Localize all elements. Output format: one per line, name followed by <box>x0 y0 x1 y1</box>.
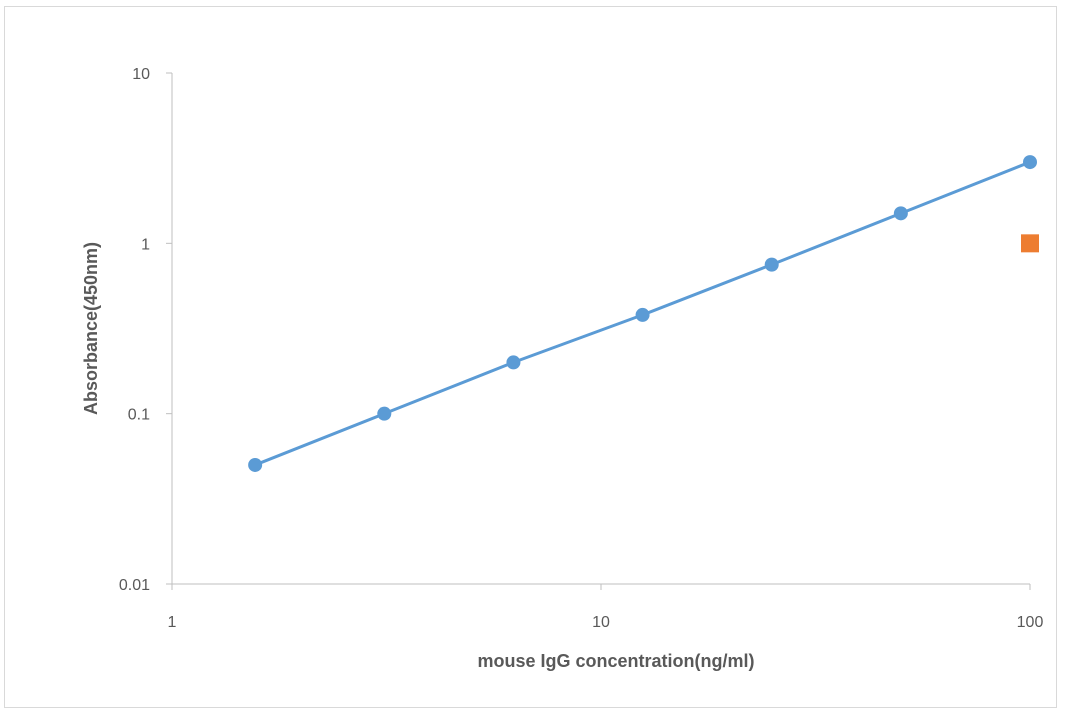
series-layer <box>248 155 1039 472</box>
data-point <box>1023 155 1037 170</box>
x-axis-ticks: 1 10 100 <box>168 584 1044 631</box>
y-axis-ticks: 0.01 0.1 1 10 <box>119 66 172 594</box>
x-tick-label: 1 <box>168 614 177 631</box>
y-tick-label: 1 <box>141 236 150 253</box>
data-point <box>506 355 521 370</box>
x-axis-title: mouse IgG concentration(ng/ml) <box>477 651 754 671</box>
data-point <box>1021 234 1039 253</box>
y-tick-label: 10 <box>132 66 150 83</box>
series-1 <box>248 155 1037 472</box>
y-tick-label: 0.1 <box>128 407 150 424</box>
y-tick-label: 0.01 <box>119 577 150 594</box>
axes <box>171 73 1030 585</box>
data-point <box>248 457 263 472</box>
y-axis-title: Absorbance(450nm) <box>81 242 101 415</box>
x-tick-label: 10 <box>592 614 610 631</box>
data-point <box>764 257 779 272</box>
x-tick-label: 100 <box>1017 614 1044 631</box>
data-point <box>377 406 392 421</box>
data-point <box>635 307 650 322</box>
data-point <box>893 206 908 221</box>
series-2 <box>1021 234 1039 253</box>
